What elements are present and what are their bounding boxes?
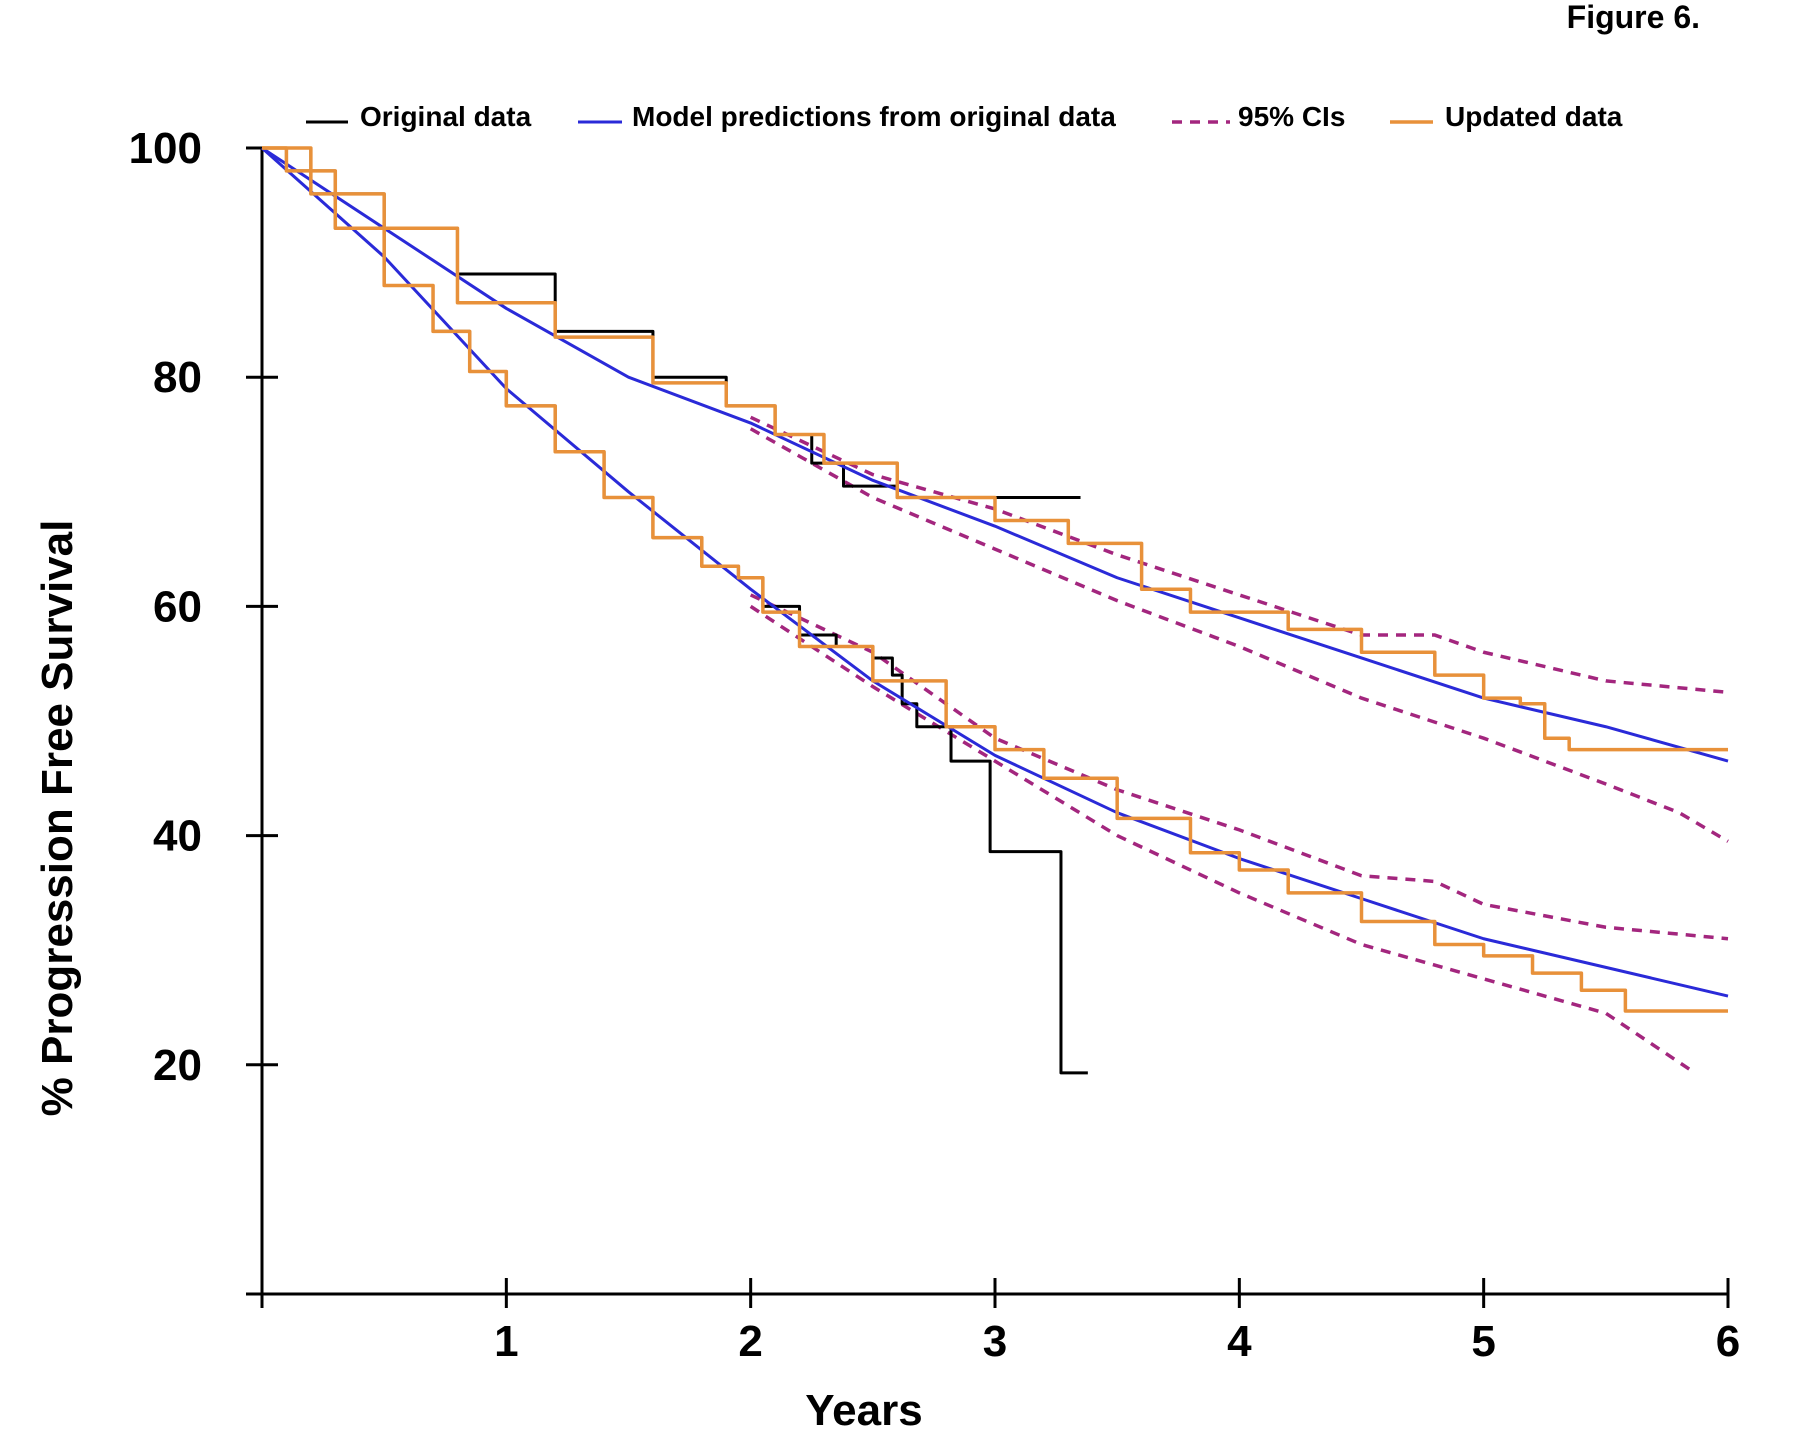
x-axis-title: Years xyxy=(805,1386,922,1435)
legend-label-updated: Updated data xyxy=(1445,101,1623,132)
legend-label-original: Original data xyxy=(360,101,532,132)
x-tick-label: 4 xyxy=(1227,1317,1252,1366)
series-95-cis-3 xyxy=(749,415,1729,695)
y-tick-label: 80 xyxy=(153,353,202,402)
legend-item-updated: Updated data xyxy=(1390,101,1623,132)
legend-label-ci: 95% CIs xyxy=(1238,101,1345,132)
series-95-cis-2 xyxy=(749,604,1693,1072)
y-axis-title: % Progression Free Survival xyxy=(33,520,82,1117)
series-updated-data-2 xyxy=(262,146,1728,752)
figure-label: Figure 6. xyxy=(1567,0,1700,35)
y-tick-label: 40 xyxy=(153,812,202,861)
x-tick-label: 5 xyxy=(1471,1317,1495,1366)
legend-item-original: Original data xyxy=(306,101,532,132)
legend: Original data Model predictions from ori… xyxy=(306,101,1623,132)
y-tick-label: 100 xyxy=(129,124,202,173)
legend-item-ci: 95% CIs xyxy=(1172,101,1345,132)
legend-item-model: Model predictions from original data xyxy=(578,101,1116,132)
x-tick-label: 3 xyxy=(983,1317,1007,1366)
legend-label-model: Model predictions from original data xyxy=(632,101,1116,132)
x-ticks: 1 2 3 4 5 6 xyxy=(494,1278,1740,1366)
series-95-cis-4 xyxy=(749,427,1729,843)
series-95-cis-1 xyxy=(749,593,1729,941)
y-tick-label: 60 xyxy=(153,582,202,631)
axes xyxy=(246,148,1728,1308)
x-tick-label: 2 xyxy=(738,1317,762,1366)
series-updated-data-1 xyxy=(262,146,1728,1013)
plot-series xyxy=(261,146,1729,1075)
y-tick-label: 20 xyxy=(153,1041,202,1090)
x-tick-label: 1 xyxy=(494,1317,518,1366)
y-ticks: 20 40 60 80 100 xyxy=(129,124,278,1090)
x-tick-label: 6 xyxy=(1716,1317,1740,1366)
